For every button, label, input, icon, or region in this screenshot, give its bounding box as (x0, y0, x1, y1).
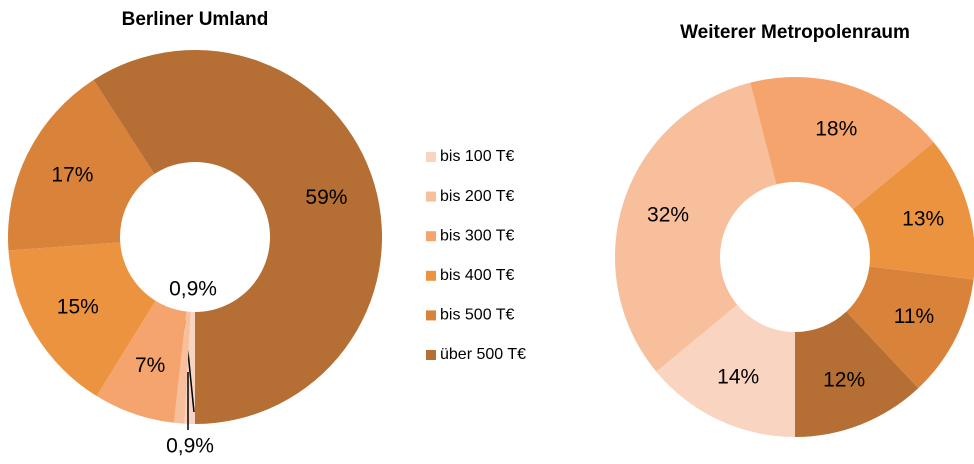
data-label: 15% (57, 296, 99, 319)
data-label: 11% (894, 305, 934, 328)
donut-slice (750, 76, 934, 210)
legend-swatch (426, 152, 436, 162)
data-label: 7% (135, 354, 165, 377)
legend-label: bis 300 T€ (440, 227, 515, 244)
donut-slice (8, 79, 155, 251)
data-label: 0,9% (166, 435, 214, 458)
donut-slice (8, 242, 156, 397)
donut-slice (614, 82, 777, 372)
data-label: 18% (815, 118, 857, 141)
legend-swatch (426, 350, 436, 360)
legend-swatch (426, 191, 436, 202)
donut-slice (852, 142, 974, 280)
legend-label: bis 400 T€ (440, 267, 515, 284)
donut-slice (795, 311, 919, 437)
data-label: 12% (823, 369, 865, 392)
donut-slice (656, 304, 795, 437)
data-label: 0,9% (169, 278, 217, 301)
data-label: 17% (51, 163, 93, 186)
legend-swatch (426, 270, 436, 281)
legend-label: bis 100 T€ (440, 148, 515, 165)
legend-label: über 500 T€ (440, 346, 526, 363)
data-label: 59% (305, 186, 347, 209)
legend-swatch (426, 310, 436, 321)
legend-label: bis 500 T€ (440, 307, 515, 324)
data-label: 13% (902, 207, 944, 230)
chart-title: Berliner Umland (122, 9, 269, 30)
legend-label: bis 200 T€ (440, 188, 515, 205)
data-label: 14% (717, 365, 759, 388)
donut-slice (846, 266, 974, 389)
donut-slice (93, 50, 383, 424)
data-label: 32% (647, 203, 689, 226)
donut-slice (96, 300, 187, 423)
chart-title: Weiterer Metropolenraum (680, 22, 910, 43)
donut-slice (173, 311, 191, 424)
legend-swatch (426, 231, 436, 242)
